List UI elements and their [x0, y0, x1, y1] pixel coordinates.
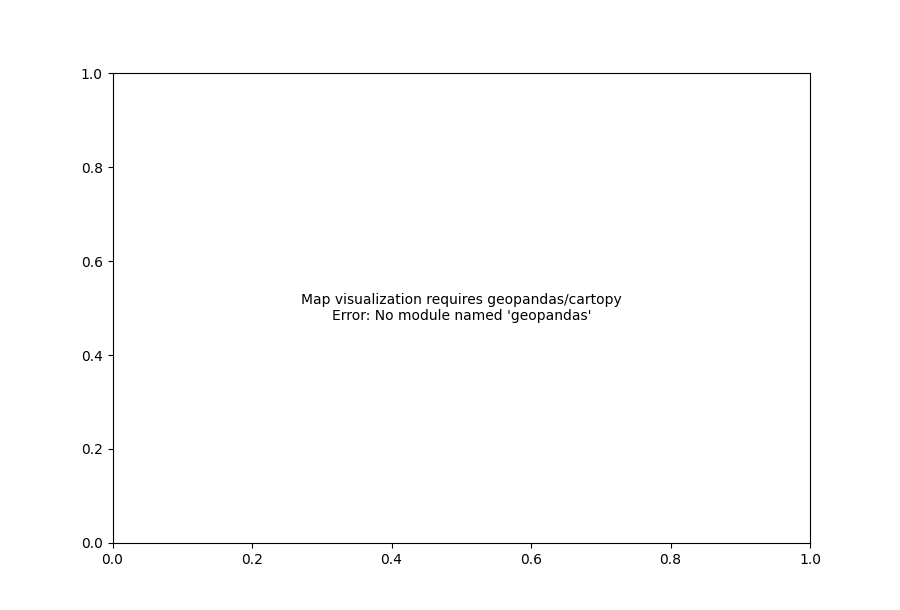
Text: Map visualization requires geopandas/cartopy
Error: No module named 'geopandas': Map visualization requires geopandas/car…: [301, 293, 622, 323]
